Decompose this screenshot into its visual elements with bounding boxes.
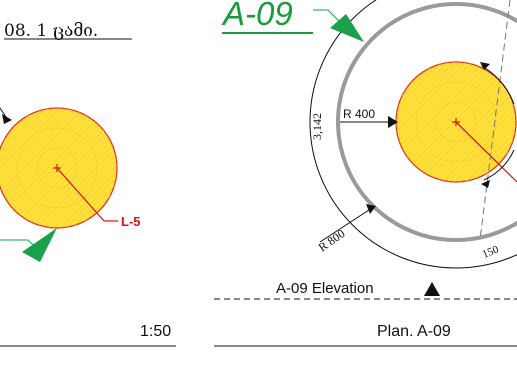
- angle-arc-top: [481, 65, 515, 105]
- left-header-text: 08. 1 ცამი.: [4, 21, 98, 41]
- dashed-axis: [479, 0, 511, 241]
- r800-pointer: [319, 204, 376, 243]
- scale-text: 1:50: [140, 323, 171, 340]
- r400-label: R 400: [343, 107, 375, 121]
- angle-arc-bottom: [483, 149, 515, 181]
- section-marker-triangle: [424, 282, 440, 296]
- left-black-arrow: [0, 107, 12, 124]
- l5-leader: [56, 167, 118, 222]
- outer-thin-circle: [309, 0, 517, 269]
- plan-caption: Plan. A-09: [377, 323, 451, 340]
- angle-label: 150: [481, 243, 501, 260]
- section-marker-label: A-09 Elevation: [276, 280, 374, 297]
- r400-pointer: [340, 116, 398, 128]
- left-view: 08. 1 ცამი. L-5 1:50: [0, 21, 176, 347]
- title-green-arrow: [313, 9, 364, 42]
- right-view: 150 R 400 3,142 R 800 A-09 A-09 Elevatio…: [214, 0, 517, 347]
- right-red-leader: [455, 121, 517, 183]
- dimension-label: 3,142: [310, 113, 324, 140]
- view-title: A-09: [221, 0, 293, 32]
- left-green-arrow: [0, 228, 57, 262]
- r800-label: R 800: [316, 226, 348, 254]
- grey-ring: [336, 2, 517, 242]
- l5-label: L-5: [121, 214, 141, 229]
